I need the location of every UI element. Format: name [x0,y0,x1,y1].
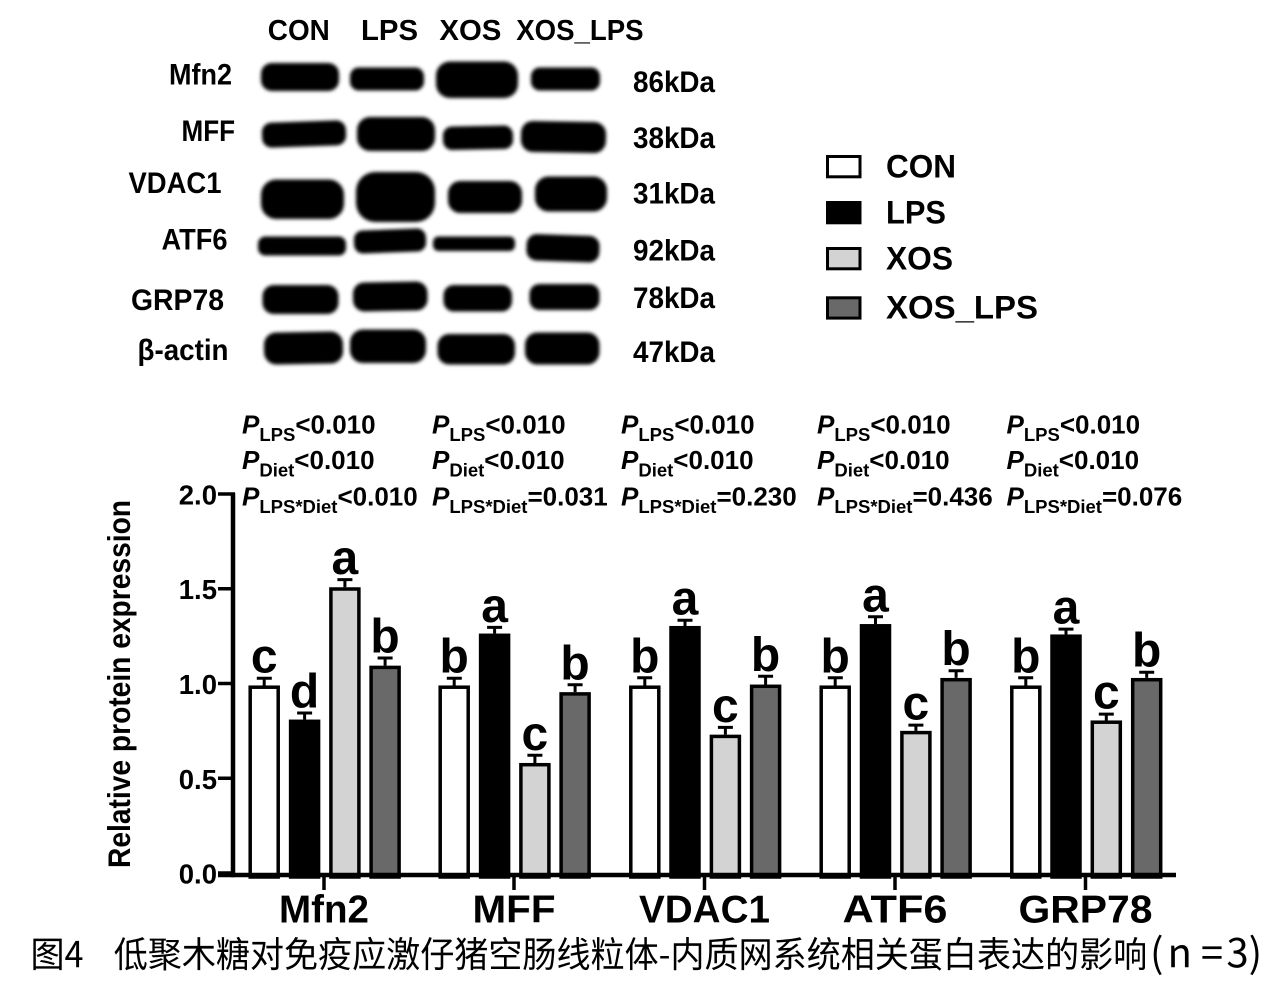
svg-text:PLPS*Diet=0.436: PLPS*Diet=0.436 [817,481,993,517]
svg-text:PLPS*Diet=0.230: PLPS*Diet=0.230 [621,481,797,517]
svg-text:LPS: LPS [361,15,418,47]
svg-text:CON: CON [886,148,956,184]
svg-text:XOS_LPS: XOS_LPS [886,290,1038,326]
svg-text:MFF: MFF [182,115,236,148]
svg-text:a: a [672,573,699,626]
svg-text:78kDa: 78kDa [633,282,715,315]
svg-text:c: c [903,678,930,731]
svg-text:b: b [560,637,589,690]
svg-text:MFF: MFF [473,889,556,932]
svg-text:0.0: 0.0 [179,859,217,890]
svg-text:PDiet<0.010: PDiet<0.010 [621,445,754,481]
svg-text:c: c [251,631,278,684]
svg-text:38kDa: 38kDa [633,122,715,155]
svg-text:PLPS*Diet<0.010: PLPS*Diet<0.010 [242,481,418,517]
svg-text:c: c [712,680,739,733]
svg-text:PLPS*Diet=0.031: PLPS*Diet=0.031 [432,481,608,517]
svg-text:b: b [370,611,399,664]
svg-text:Relative protein expression: Relative protein expression [101,500,137,868]
svg-text:c: c [1093,667,1120,720]
svg-text:b: b [941,623,970,676]
svg-text:ATF6: ATF6 [162,223,228,256]
svg-text:PDiet<0.010: PDiet<0.010 [432,445,565,481]
svg-text:a: a [862,569,889,622]
svg-text:a: a [481,580,508,633]
svg-text:b: b [821,630,850,683]
svg-text:XOS: XOS [886,240,953,276]
svg-text:XOS_LPS: XOS_LPS [516,15,643,47]
svg-text:d: d [290,666,319,719]
svg-text:VDAC1: VDAC1 [639,889,770,932]
svg-text:1.0: 1.0 [179,669,217,700]
svg-text:a: a [1053,582,1080,635]
svg-text:92kDa: 92kDa [633,235,715,268]
svg-text:Mfn2: Mfn2 [279,889,369,932]
svg-text:0.5: 0.5 [179,764,217,795]
svg-text:c: c [522,708,549,761]
svg-text:b: b [630,630,659,683]
svg-text:b: b [440,631,469,684]
svg-text:GRP78: GRP78 [1019,889,1153,932]
svg-text:86kDa: 86kDa [633,66,715,99]
svg-text:31kDa: 31kDa [633,178,715,211]
svg-text:VDAC1: VDAC1 [129,167,222,200]
svg-text:Mfn2: Mfn2 [169,58,232,91]
svg-text:CON: CON [268,15,330,47]
svg-text:b: b [1011,630,1040,683]
svg-text:PLPS<0.010: PLPS<0.010 [242,410,376,446]
svg-text:ATF6: ATF6 [843,889,948,932]
svg-text:a: a [332,532,359,585]
svg-text:b: b [1132,625,1161,678]
svg-text:PDiet<0.010: PDiet<0.010 [817,445,950,481]
svg-text:XOS: XOS [439,15,501,47]
svg-text:PLPS*Diet=0.076: PLPS*Diet=0.076 [1007,481,1183,517]
svg-text:PDiet<0.010: PDiet<0.010 [242,445,375,481]
svg-text:LPS: LPS [886,194,946,230]
svg-text:1.5: 1.5 [179,574,217,605]
svg-text:PLPS<0.010: PLPS<0.010 [432,410,566,446]
svg-text:2.0: 2.0 [179,480,217,511]
svg-text:PLPS<0.010: PLPS<0.010 [817,410,951,446]
svg-text:PLPS<0.010: PLPS<0.010 [621,410,755,446]
svg-text:47kDa: 47kDa [633,336,715,369]
svg-text:PDiet<0.010: PDiet<0.010 [1007,445,1140,481]
svg-text:PLPS<0.010: PLPS<0.010 [1007,410,1141,446]
svg-text:β-actin: β-actin [138,334,229,367]
svg-text:b: b [751,629,780,682]
svg-text:GRP78: GRP78 [131,284,224,317]
